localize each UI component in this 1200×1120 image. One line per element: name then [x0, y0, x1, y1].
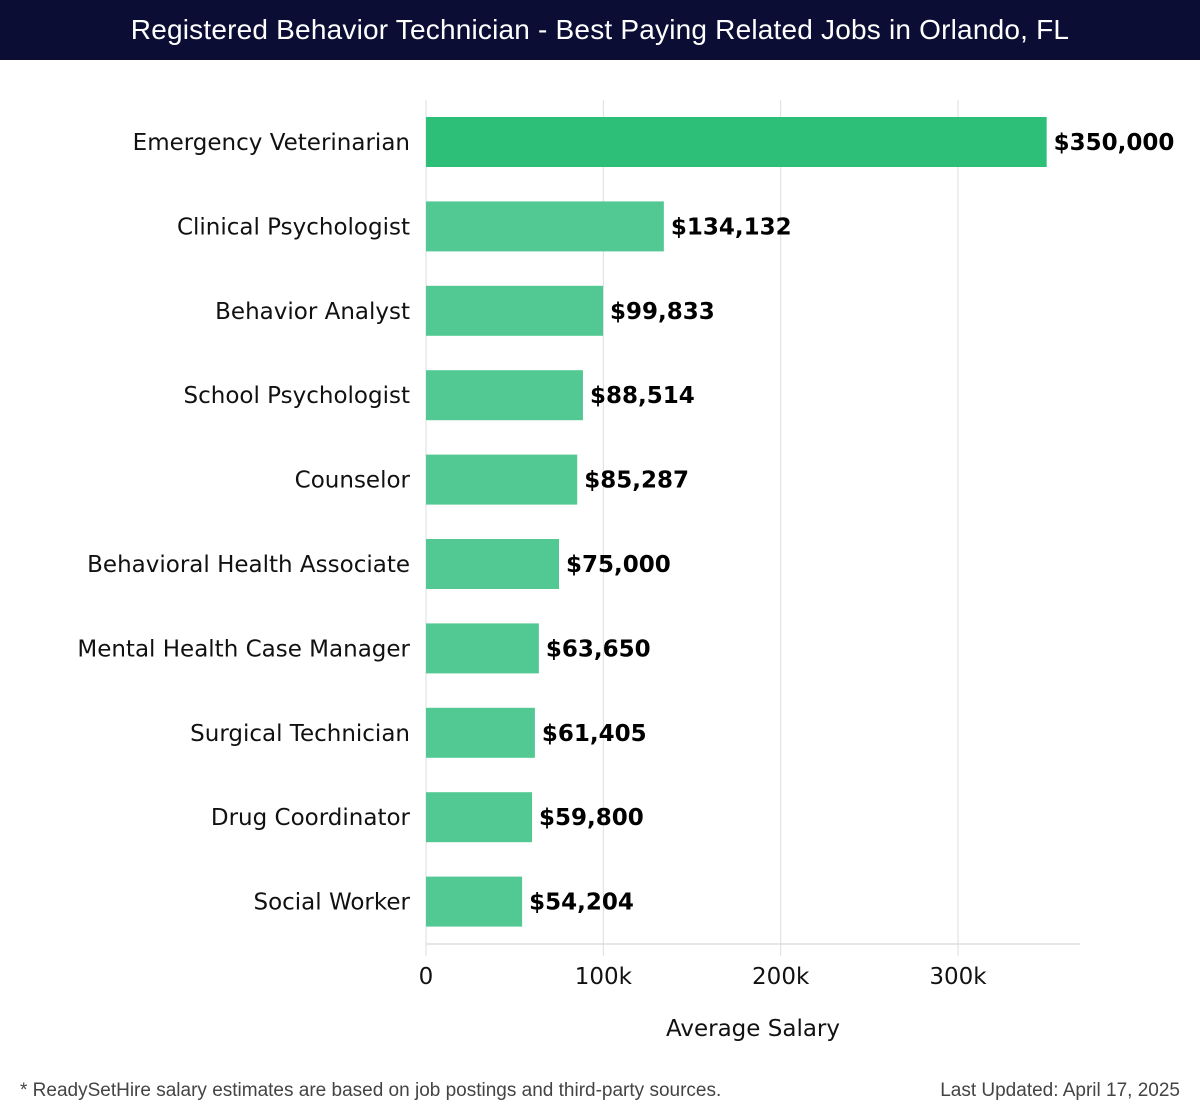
bar — [426, 707, 535, 758]
bar — [426, 623, 539, 674]
category-label: Behavioral Health Associate — [87, 552, 410, 578]
bar — [426, 285, 604, 336]
category-label: Emergency Veterinarian — [133, 130, 410, 156]
category-label: Counselor — [295, 468, 411, 494]
x-tick-label: 300k — [929, 964, 987, 990]
x-tick-label: 0 — [419, 964, 434, 990]
bar — [426, 370, 583, 421]
value-label: $75,000 — [566, 552, 671, 578]
chart-title: Registered Behavior Technician - Best Pa… — [0, 0, 1200, 60]
category-label: Clinical Psychologist — [177, 214, 410, 240]
last-updated: Last Updated: April 17, 2025 — [940, 1080, 1180, 1101]
category-label: Surgical Technician — [190, 721, 410, 747]
category-label: Mental Health Case Manager — [77, 636, 410, 662]
bar — [426, 117, 1047, 167]
x-tick-label: 200k — [752, 964, 810, 990]
category-label: Behavior Analyst — [215, 299, 410, 325]
bar — [426, 876, 523, 927]
value-label: $350,000 — [1054, 130, 1175, 156]
value-label: $134,132 — [671, 214, 792, 240]
category-label: Social Worker — [253, 890, 410, 916]
bar — [426, 454, 578, 505]
value-label: $88,514 — [590, 383, 695, 409]
x-tick-label: 100k — [575, 964, 633, 990]
category-label: Drug Coordinator — [211, 805, 411, 831]
value-label: $61,405 — [542, 721, 647, 747]
category-label: School Psychologist — [184, 383, 410, 409]
bar — [426, 201, 664, 252]
x-axis-title: Average Salary — [666, 1016, 840, 1042]
value-label: $63,650 — [546, 636, 651, 662]
value-label: $54,204 — [529, 890, 634, 916]
bar — [426, 539, 559, 589]
value-label: $59,800 — [539, 805, 644, 831]
value-label: $85,287 — [584, 468, 689, 494]
value-label: $99,833 — [610, 299, 715, 325]
footnote: * ReadySetHire salary estimates are base… — [20, 1080, 722, 1101]
bar — [426, 792, 533, 843]
